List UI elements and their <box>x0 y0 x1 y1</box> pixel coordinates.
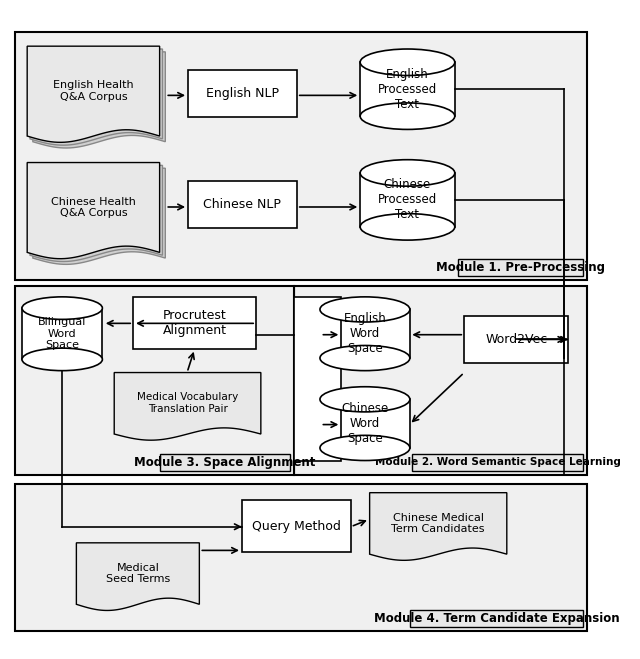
Text: Chinese
Word
Space: Chinese Word Space <box>341 402 388 445</box>
Ellipse shape <box>320 436 410 461</box>
Text: Chinese
Processed
Text: Chinese Processed Text <box>378 179 437 221</box>
Text: Medical
Seed Terms: Medical Seed Terms <box>106 563 170 585</box>
Polygon shape <box>188 181 297 228</box>
Text: Chinese Medical
Term Candidates: Chinese Medical Term Candidates <box>392 513 485 534</box>
Polygon shape <box>15 32 588 280</box>
Polygon shape <box>188 70 297 117</box>
Ellipse shape <box>22 348 102 370</box>
Polygon shape <box>458 259 584 276</box>
Polygon shape <box>33 52 165 148</box>
Text: Module 2. Word Semantic Space Learning: Module 2. Word Semantic Space Learning <box>375 457 621 467</box>
Polygon shape <box>76 543 199 610</box>
Polygon shape <box>370 493 507 560</box>
Polygon shape <box>320 310 410 358</box>
Polygon shape <box>133 297 256 349</box>
Text: English
Word
Space: English Word Space <box>344 312 387 355</box>
Ellipse shape <box>22 297 102 320</box>
Text: Medical Vocabulary
Translation Pair: Medical Vocabulary Translation Pair <box>137 393 238 414</box>
Polygon shape <box>410 610 584 627</box>
Polygon shape <box>160 454 290 471</box>
Ellipse shape <box>320 387 410 412</box>
Polygon shape <box>15 484 588 631</box>
Polygon shape <box>464 316 568 363</box>
Text: Chinese Health
Q&A Corpus: Chinese Health Q&A Corpus <box>51 196 136 218</box>
Text: English
Processed
Text: English Processed Text <box>378 68 437 111</box>
Polygon shape <box>242 500 351 552</box>
Polygon shape <box>320 399 410 448</box>
Text: Module 3. Space Alignment: Module 3. Space Alignment <box>134 456 316 469</box>
Polygon shape <box>412 454 584 471</box>
Polygon shape <box>360 62 455 116</box>
Polygon shape <box>294 285 588 474</box>
Ellipse shape <box>320 345 410 370</box>
Ellipse shape <box>360 103 455 129</box>
Text: Word2Vec: Word2Vec <box>485 333 547 346</box>
Text: Query Method: Query Method <box>252 520 340 532</box>
Ellipse shape <box>360 159 455 186</box>
Polygon shape <box>15 285 294 474</box>
Polygon shape <box>30 49 163 145</box>
Text: English NLP: English NLP <box>206 87 279 100</box>
Polygon shape <box>114 372 261 440</box>
Ellipse shape <box>360 214 455 240</box>
Polygon shape <box>294 297 341 461</box>
Polygon shape <box>360 173 455 227</box>
Text: Module 4. Term Candidate Expansion: Module 4. Term Candidate Expansion <box>374 612 620 625</box>
Text: English Health
Q&A Corpus: English Health Q&A Corpus <box>53 80 134 102</box>
Text: Bilingual
Word
Space: Bilingual Word Space <box>38 317 86 351</box>
Ellipse shape <box>360 49 455 76</box>
Polygon shape <box>22 308 102 359</box>
Polygon shape <box>27 163 159 259</box>
Text: Chinese NLP: Chinese NLP <box>204 198 282 211</box>
Polygon shape <box>33 168 165 264</box>
Ellipse shape <box>320 297 410 322</box>
Text: Procrutest
Alignment: Procrutest Alignment <box>163 309 227 337</box>
Text: Module 1. Pre-Processing: Module 1. Pre-Processing <box>436 261 605 274</box>
Polygon shape <box>27 46 159 142</box>
Polygon shape <box>30 165 163 262</box>
